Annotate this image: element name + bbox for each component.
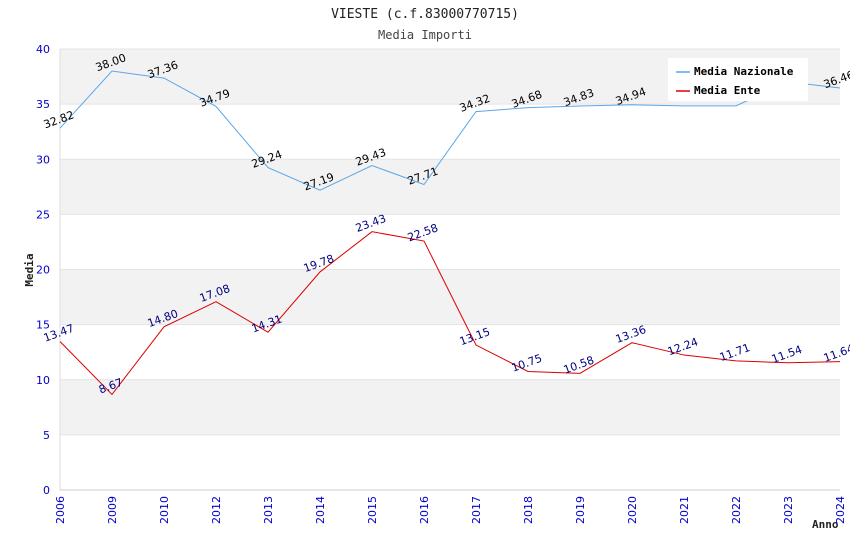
chart-title: VIESTE (c.f.83000770715) (331, 7, 519, 22)
chart-subtitle: Media Importi (378, 28, 472, 42)
x-tick-label: 2018 (522, 496, 535, 524)
legend-label-media-nazionale: Media Nazionale (694, 65, 794, 78)
x-tick-label: 2021 (678, 496, 691, 524)
grid-band (60, 214, 840, 270)
grid-bands (60, 48, 840, 491)
x-tick-label: 2017 (470, 496, 483, 524)
grid-band (60, 269, 840, 325)
x-tick-label: 2012 (210, 496, 223, 524)
x-tick-label: 2013 (262, 496, 275, 524)
grid-band (60, 379, 840, 435)
x-tick-label: 2023 (782, 496, 795, 524)
grid-band (60, 324, 840, 380)
series-lines (59, 70, 841, 396)
plot-frame (59, 49, 840, 491)
series-line-media-nazionale (59, 70, 841, 191)
y-tick-label: 25 (36, 208, 50, 221)
y-tick-label: 40 (36, 43, 50, 56)
legend-box (668, 58, 808, 101)
grid-band (60, 104, 840, 160)
legend: Media Nazionale Media Ente (668, 58, 808, 101)
y-tick-label: 30 (36, 153, 50, 166)
x-tick-label: 2006 (54, 496, 67, 524)
x-tick-label: 2016 (418, 496, 431, 524)
grid-band (60, 159, 840, 215)
y-tick-label: 0 (43, 484, 50, 497)
x-tick-label: 2015 (366, 496, 379, 524)
y-tick-label: 15 (36, 319, 50, 332)
legend-label-media-ente: Media Ente (694, 84, 761, 97)
y-tick-label: 20 (36, 264, 50, 277)
x-tick-label: 2014 (314, 496, 327, 524)
x-axis-label: Anno (812, 518, 839, 531)
x-tick-label: 2009 (106, 496, 119, 524)
x-tick-label: 2022 (730, 496, 743, 524)
y-axis-label: Media (23, 253, 36, 286)
x-tick-label: 2019 (574, 496, 587, 524)
x-axis-ticks: 2006 2009 2010 2012 2013 2014 2015 2016 2017 2018… (54, 496, 847, 524)
y-tick-label: 10 (36, 374, 50, 387)
grid-band (60, 434, 840, 490)
y-axis-ticks: 0 5 10 15 20 25 30 35 40 (36, 43, 50, 497)
y-tick-label: 5 (43, 429, 50, 442)
x-tick-label: 2010 (158, 496, 171, 524)
x-tick-label: 2020 (626, 496, 639, 524)
y-tick-label: 35 (36, 98, 50, 111)
series-line-media-ente (59, 231, 841, 396)
x-tick-label: 2024 (834, 496, 847, 524)
